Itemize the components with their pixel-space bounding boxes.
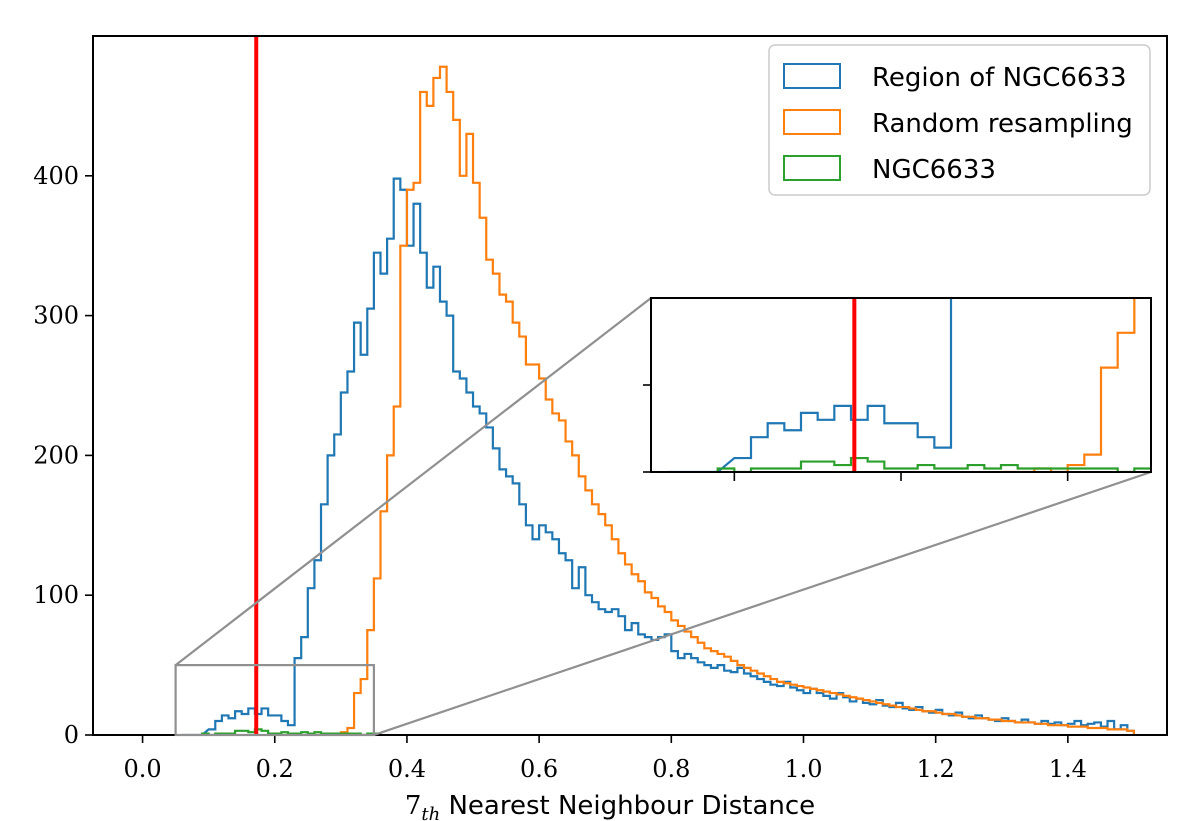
y-tick-label: 100 [33, 581, 79, 609]
legend-swatch-ngc6633 [783, 155, 841, 181]
y-tick-label: 0 [64, 721, 79, 749]
inset-series-ngc6633 [716, 456, 1151, 472]
legend-swatch-region [783, 63, 841, 89]
legend-label-ngc6633: NGC6633 [872, 155, 996, 185]
x-axis-label-number: 7 [405, 791, 422, 821]
legend-box [768, 44, 1151, 196]
inset-ticks [643, 384, 1069, 481]
legend: Region of NGC6633 Random resampling NGC6… [768, 44, 1151, 196]
legend-swatch-random [783, 109, 841, 135]
x-axis-label-text: Nearest Neighbour Distance [440, 791, 815, 821]
y-tick-label: 400 [33, 162, 79, 190]
legend-label-random: Random resampling [872, 109, 1133, 139]
series-ngc6633 [200, 728, 382, 735]
x-tick-label: 0.8 [652, 755, 690, 783]
main-plot-area: 0.0 0.2 0.4 0.6 0.8 1.0 1.2 1.4 0 100 200 300 400 [33, 35, 1168, 783]
x-axis: 0.0 0.2 0.4 0.6 0.8 1.0 1.2 1.4 [123, 735, 1087, 783]
y-tick-label: 300 [33, 302, 79, 330]
x-tick-label: 1.2 [917, 755, 955, 783]
zoom-connector-bottom [373, 470, 1152, 737]
x-tick-label: 1.4 [1049, 755, 1087, 783]
legend-label-region: Region of NGC6633 [872, 63, 1127, 93]
y-axis: 0 100 200 300 400 [33, 162, 93, 749]
x-tick-label: 0.4 [388, 755, 426, 783]
main-axes-frame [92, 35, 1168, 736]
zoom-indicator [174, 297, 1152, 737]
x-tick-label: 0.2 [256, 755, 294, 783]
zoom-connector-top [174, 297, 652, 666]
inset-plot-area [643, 297, 1152, 481]
series-random-resampling [314, 65, 1136, 735]
x-axis-label: 7th Nearest Neighbour Distance [405, 791, 815, 821]
x-tick-label: 0.0 [123, 755, 161, 783]
y-tick-label: 200 [33, 441, 79, 469]
x-axis-label-subscript: th [421, 804, 440, 821]
inset-background [651, 298, 1151, 472]
inset-series-group [667, 298, 1151, 472]
zoom-source-box [174, 663, 375, 737]
x-tick-label: 0.6 [520, 755, 558, 783]
x-tick-label: 1.0 [784, 755, 822, 783]
